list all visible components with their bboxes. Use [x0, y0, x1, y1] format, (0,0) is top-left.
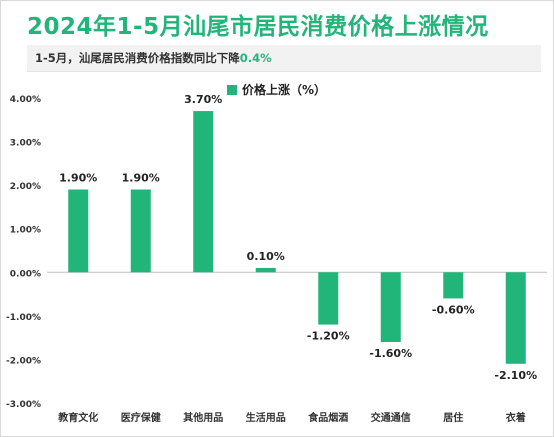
subtitle: 1-5月，汕尾居民消费价格指数同比下降0.4% [35, 50, 272, 66]
y-tick-label: 3.00% [10, 139, 41, 149]
data-label: 1.90% [59, 172, 97, 185]
bar [443, 272, 464, 299]
x-tick-label: 其他用品 [183, 411, 223, 424]
legend-label: 价格上涨（%） [242, 83, 327, 97]
y-tick-label: 1.00% [10, 226, 41, 236]
x-tick-label: 食品烟酒 [307, 411, 348, 424]
y-tick-label: -1.00% [6, 313, 41, 323]
data-label: -1.60% [369, 347, 412, 360]
bar [130, 189, 151, 273]
subtitle-bar: 1-5月，汕尾居民消费价格指数同比下降0.4% [27, 45, 541, 72]
y-tick-label: -3.00% [6, 400, 41, 410]
data-label: -0.60% [432, 303, 475, 316]
bar [255, 267, 276, 273]
bar [193, 111, 214, 273]
legend-swatch [227, 84, 237, 95]
data-label: -1.20% [307, 330, 350, 343]
subtitle-text: 1-5月，汕尾居民消费价格指数同比下降 [35, 51, 240, 65]
bar [380, 272, 401, 342]
bar [318, 272, 339, 325]
x-tick-label: 生活用品 [246, 411, 286, 424]
y-tick-label: 4.00% [10, 95, 41, 105]
x-tick-label: 交通通信 [371, 411, 411, 424]
y-tick-label: 0.00% [10, 269, 41, 279]
bar [68, 189, 89, 273]
x-tick-label: 教育文化 [57, 411, 98, 424]
x-tick-label: 衣着 [506, 411, 526, 424]
data-label: 1.90% [122, 172, 160, 185]
x-tick-label: 医疗保健 [121, 411, 161, 424]
y-tick-label: 2.00% [10, 182, 41, 192]
data-label: -2.10% [494, 369, 537, 382]
data-label: 0.10% [247, 250, 285, 263]
x-tick-label: 居住 [443, 411, 463, 424]
bar [505, 272, 526, 364]
legend: 价格上涨（%） [227, 81, 326, 98]
data-label: 3.70% [184, 93, 222, 106]
chart-title: 2024年1-5月汕尾市居民消费价格上涨情况 [27, 14, 489, 40]
subtitle-value: 0.4% [239, 51, 272, 65]
y-tick-label: -2.00% [6, 356, 41, 366]
